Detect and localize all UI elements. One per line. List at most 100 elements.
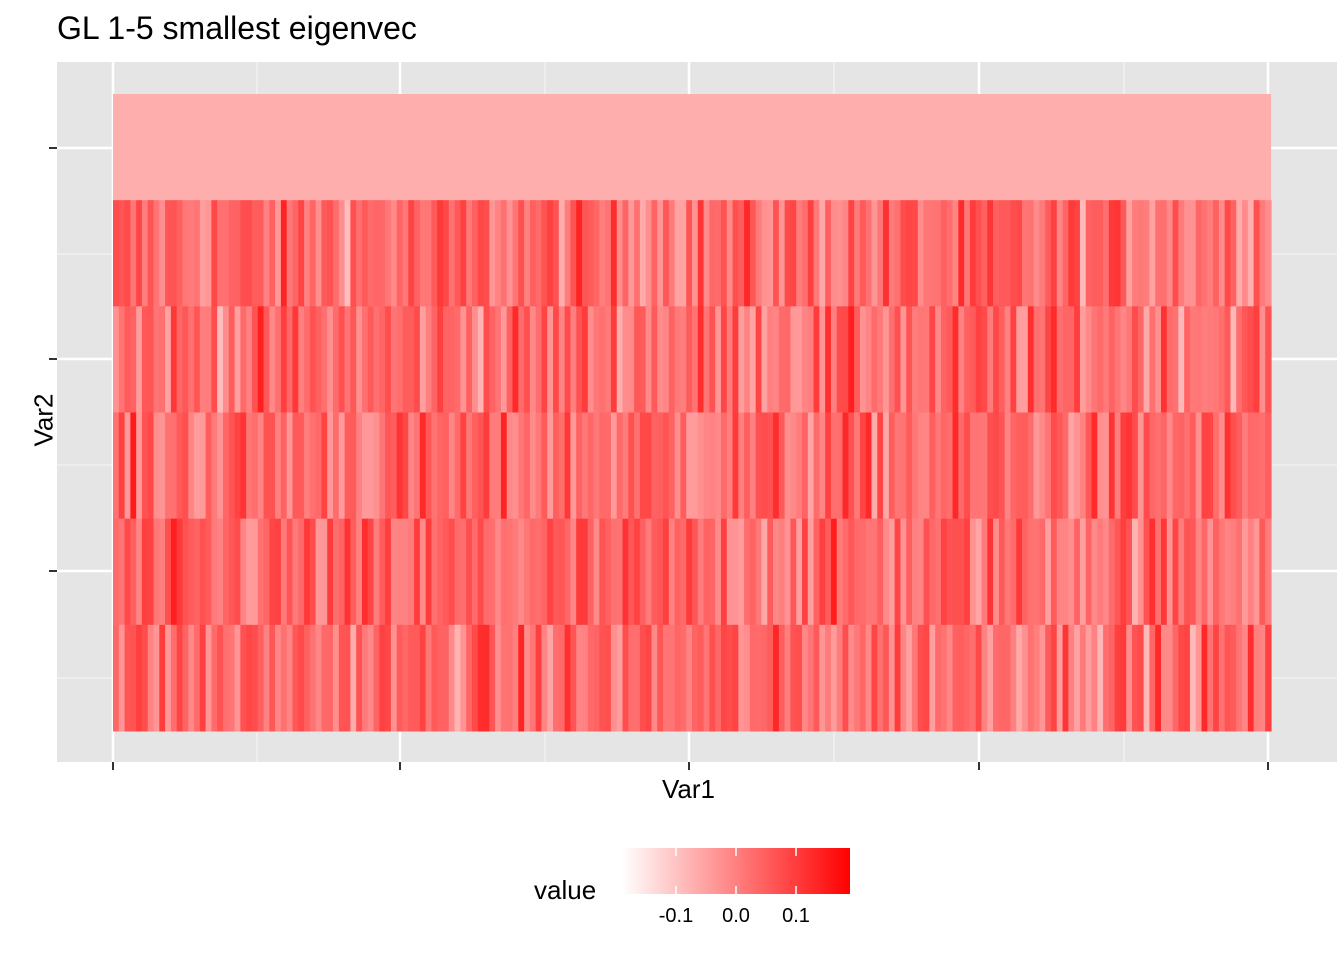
heatmap-tile [275,518,282,626]
heatmap-tile [599,200,606,307]
heatmap-tile [512,306,519,413]
heatmap-tile [1242,518,1249,626]
heatmap-tile [923,306,930,413]
heatmap-tile [564,412,572,520]
heatmap-tile [315,412,323,520]
heatmap-tile [547,200,554,307]
heatmap-tile [356,200,363,307]
heatmap-tile [883,200,890,307]
heatmap-tile [124,412,131,520]
heatmap-tile [749,200,757,307]
heatmap-tile [1016,412,1023,520]
heatmap-tile [518,624,525,732]
heatmap-tile [1079,624,1087,732]
heatmap-tile [1201,200,1208,307]
heatmap-tile [946,624,954,732]
heatmap-tile [981,412,988,520]
heatmap-tile [194,306,201,413]
heatmap-tile [199,200,207,307]
heatmap-tile [1126,200,1133,307]
heatmap-tile [263,518,270,626]
heatmap-tile [703,412,710,520]
heatmap-tile [940,412,948,520]
heatmap-tile [877,624,884,732]
heatmap-tile [223,412,230,520]
heatmap-tile [506,624,514,732]
heatmap-tile [1079,518,1087,626]
heatmap-tile [1172,518,1179,626]
heatmap-tile [1062,624,1069,732]
heatmap-tile [147,200,155,307]
heatmap-tile [848,200,855,307]
heatmap-tile [888,306,896,413]
heatmap-tile [894,624,902,732]
heatmap-tile [912,412,919,520]
heatmap-tile [286,200,294,307]
heatmap-tile [194,412,201,520]
heatmap-tile [686,518,693,626]
heatmap-tile [176,518,184,626]
heatmap-tile [269,624,276,732]
heatmap-tile [564,306,572,413]
heatmap-tile [715,412,722,520]
heatmap-tile [553,412,560,520]
heatmap-tile [657,200,664,307]
heatmap-tile [998,200,1006,307]
heatmap-tile [529,200,537,307]
heatmap-tile [819,306,826,413]
heatmap-tile [431,624,438,732]
heatmap-tile [211,624,218,732]
heatmap-tile [657,624,664,732]
heatmap-tile [761,306,768,413]
heatmap-tile [1114,518,1122,626]
heatmap-tile [697,200,705,307]
heatmap-tile [744,412,751,520]
heatmap-tile [1172,624,1179,732]
heatmap-tile [865,518,873,626]
heatmap-tile [923,518,930,626]
heatmap-tile [987,624,994,732]
heatmap-tile [935,200,942,307]
heatmap-tile [136,200,143,307]
heatmap-tile [1259,412,1266,520]
heatmap-tile [414,200,421,307]
heatmap-tile [182,200,189,307]
heatmap-tile [645,306,653,413]
heatmap-tile [842,624,849,732]
heatmap-tile [628,624,635,732]
heatmap-tile [1213,306,1220,413]
heatmap-tile [697,412,705,520]
heatmap-tile [877,306,884,413]
heatmap-tile [1091,412,1098,520]
heatmap-tile [929,200,936,307]
heatmap-tile [298,518,305,626]
heatmap-tile [1265,200,1272,307]
heatmap-tile [1114,624,1122,732]
heatmap-tile [935,306,942,413]
heatmap-tile [350,200,357,307]
heatmap-tile [917,306,925,413]
heatmap-tile [1143,200,1151,307]
heatmap-tile [211,306,218,413]
heatmap-tile [211,200,218,307]
heatmap-tile [998,624,1006,732]
heatmap-tile [1160,412,1168,520]
heatmap-tile [512,200,519,307]
heatmap-tile [651,306,658,413]
heatmap-tile [599,412,606,520]
heatmap-tile [170,306,178,413]
heatmap-tile [802,306,809,413]
heatmap-tile [286,306,294,413]
heatmap-tile [1247,306,1255,413]
heatmap-tile [333,200,340,307]
heatmap-tile [350,412,357,520]
heatmap-tile [715,306,722,413]
heatmap-tile [234,306,241,413]
heatmap-tile [553,306,560,413]
heatmap-tile [848,412,855,520]
heatmap-tile [547,624,554,732]
heatmap-tile [1201,306,1208,413]
heatmap-tile [483,624,490,732]
heatmap-tile [333,412,340,520]
